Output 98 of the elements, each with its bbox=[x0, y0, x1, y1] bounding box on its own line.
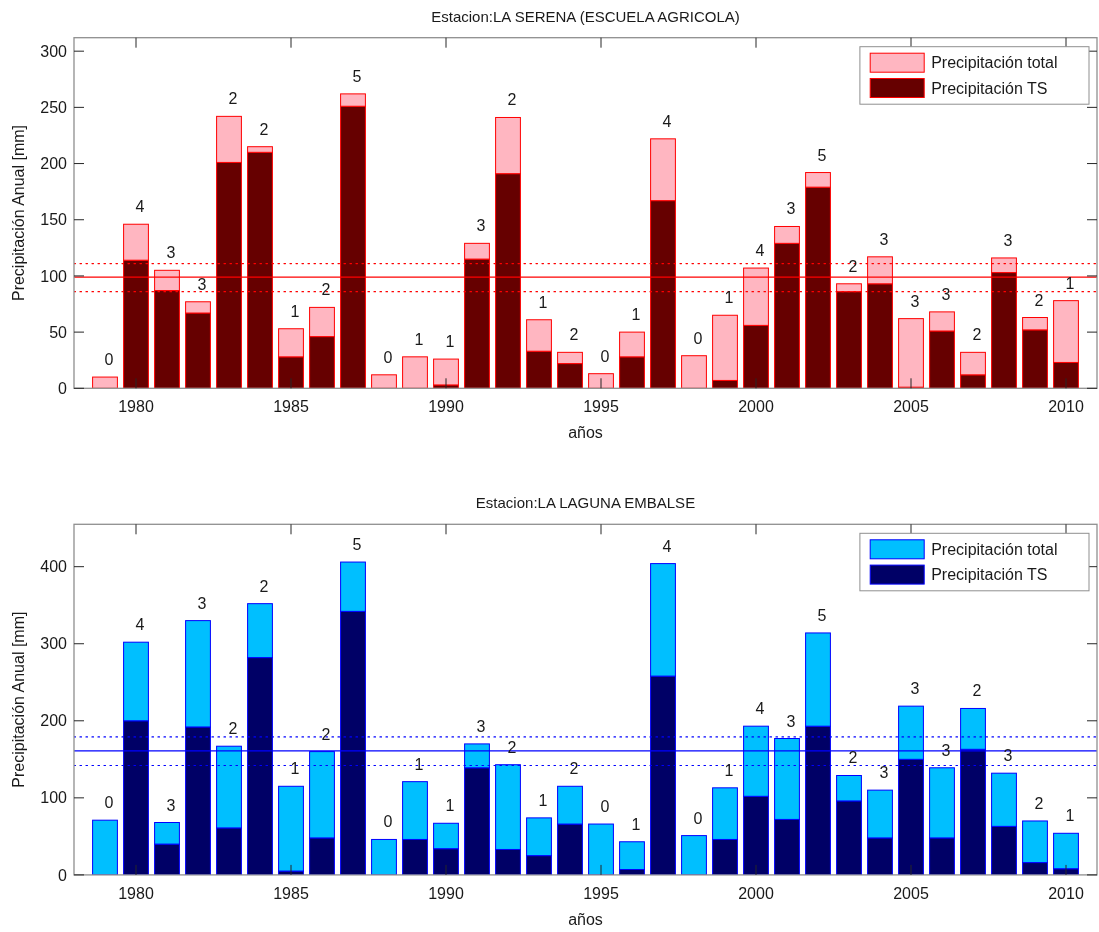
y-axis-title: Precipitación Anual [mm] bbox=[10, 611, 27, 788]
annotation: 2 bbox=[569, 760, 579, 778]
annotation: 1 bbox=[414, 755, 424, 773]
x-tick-label: 1990 bbox=[428, 398, 464, 416]
annotation: 4 bbox=[662, 537, 672, 555]
annotation: 3 bbox=[879, 230, 889, 248]
annotation: 3 bbox=[166, 796, 176, 814]
annotation: 1 bbox=[445, 333, 455, 351]
x-tick-label: 1980 bbox=[118, 398, 154, 416]
annotation: 0 bbox=[693, 329, 703, 347]
annotation: 1 bbox=[1065, 807, 1075, 825]
annotation: 3 bbox=[786, 200, 796, 218]
annotation: 4 bbox=[662, 112, 672, 130]
annotation: 3 bbox=[910, 680, 920, 698]
y-tick-label: 100 bbox=[40, 267, 68, 285]
annotation: 1 bbox=[724, 289, 734, 307]
y-tick-label: 300 bbox=[40, 42, 68, 60]
x-tick-label: 2005 bbox=[893, 398, 929, 416]
annotation: 2 bbox=[1034, 291, 1044, 309]
annotation: 2 bbox=[321, 281, 331, 299]
annotation: 3 bbox=[476, 717, 486, 735]
x-tick-label: 1995 bbox=[583, 884, 619, 902]
annotation: 1 bbox=[631, 306, 641, 324]
y-tick-label: 200 bbox=[40, 155, 68, 173]
annotation: 0 bbox=[600, 347, 610, 365]
annotation: 1 bbox=[290, 760, 300, 778]
annotation: 2 bbox=[321, 725, 331, 743]
annotation: 1 bbox=[445, 797, 455, 815]
x-tick-label: 1985 bbox=[273, 884, 309, 902]
annotation: 1 bbox=[724, 761, 734, 779]
annotation: 3 bbox=[197, 594, 207, 612]
annotation: 2 bbox=[848, 257, 858, 275]
annotation: 1 bbox=[1065, 274, 1075, 292]
annotation: 1 bbox=[414, 330, 424, 348]
x-tick-label: 2000 bbox=[738, 884, 774, 902]
annotation: 2 bbox=[228, 720, 238, 738]
annotation: 4 bbox=[135, 198, 145, 216]
annotation: 5 bbox=[817, 146, 827, 164]
annotation: 1 bbox=[538, 791, 548, 809]
x-tick-label: 2010 bbox=[1048, 884, 1084, 902]
legend-label: Precipitación TS bbox=[931, 566, 1048, 584]
legend-label: Precipitación TS bbox=[931, 79, 1048, 97]
annotation: 5 bbox=[352, 536, 362, 554]
annotation: 4 bbox=[755, 242, 765, 260]
y-tick-label: 100 bbox=[40, 789, 68, 807]
annotation: 2 bbox=[228, 90, 238, 108]
annotation: 4 bbox=[755, 700, 765, 718]
annotation: 2 bbox=[972, 326, 982, 344]
annotation: 2 bbox=[1034, 794, 1044, 812]
annotation: 3 bbox=[197, 275, 207, 293]
annotation: 0 bbox=[383, 348, 393, 366]
annotation: 3 bbox=[1003, 231, 1013, 249]
x-tick-label: 2010 bbox=[1048, 398, 1084, 416]
annotation: 0 bbox=[104, 794, 114, 812]
annotation: 2 bbox=[848, 749, 858, 767]
y-tick-label: 0 bbox=[58, 866, 68, 884]
y-tick-label: 200 bbox=[40, 712, 68, 730]
y-tick-label: 250 bbox=[40, 98, 68, 116]
y-tick-label: 300 bbox=[40, 635, 68, 653]
chart-title: Estacion:LA LAGUNA EMBALSE bbox=[475, 494, 696, 512]
y-tick-label: 400 bbox=[40, 558, 68, 576]
x-tick-label: 2000 bbox=[738, 398, 774, 416]
annotation: 1 bbox=[538, 293, 548, 311]
x-tick-label: 1990 bbox=[428, 884, 464, 902]
annotation: 2 bbox=[259, 577, 269, 595]
x-tick-label: 2005 bbox=[893, 884, 929, 902]
annotation: 3 bbox=[476, 217, 486, 235]
annotation: 3 bbox=[166, 244, 176, 262]
annotation: 1 bbox=[631, 815, 641, 833]
legend-label: Precipitación total bbox=[931, 540, 1058, 558]
x-tick-label: 1980 bbox=[118, 884, 154, 902]
annotation: 2 bbox=[972, 682, 982, 700]
x-axis-title: años bbox=[568, 910, 603, 928]
annotation: 0 bbox=[104, 351, 114, 369]
annotation: 0 bbox=[600, 798, 610, 816]
y-tick-label: 0 bbox=[58, 379, 68, 397]
annotation: 0 bbox=[693, 809, 703, 827]
x-tick-label: 1985 bbox=[273, 398, 309, 416]
chart-title: Estacion:LA SERENA (ESCUELA AGRICOLA) bbox=[431, 7, 740, 25]
legend-label: Precipitación total bbox=[931, 54, 1058, 72]
annotation: 3 bbox=[786, 712, 796, 730]
annotation: 5 bbox=[352, 67, 362, 85]
y-axis-title: Precipitación Anual [mm] bbox=[10, 124, 27, 302]
annotation: 1 bbox=[290, 302, 300, 320]
annotation: 2 bbox=[507, 91, 517, 109]
y-tick-label: 150 bbox=[40, 211, 68, 229]
x-tick-label: 1995 bbox=[583, 398, 619, 416]
annotation: 3 bbox=[879, 764, 889, 782]
annotation: 2 bbox=[569, 326, 579, 344]
annotation: 5 bbox=[817, 606, 827, 624]
annotation: 2 bbox=[259, 120, 269, 138]
x-axis-title: años bbox=[568, 424, 603, 442]
annotation: 3 bbox=[1003, 747, 1013, 765]
annotation: 4 bbox=[135, 616, 145, 634]
y-tick-label: 50 bbox=[49, 323, 68, 341]
annotation: 3 bbox=[941, 285, 951, 303]
annotation: 3 bbox=[910, 292, 920, 310]
annotation: 0 bbox=[383, 813, 393, 831]
